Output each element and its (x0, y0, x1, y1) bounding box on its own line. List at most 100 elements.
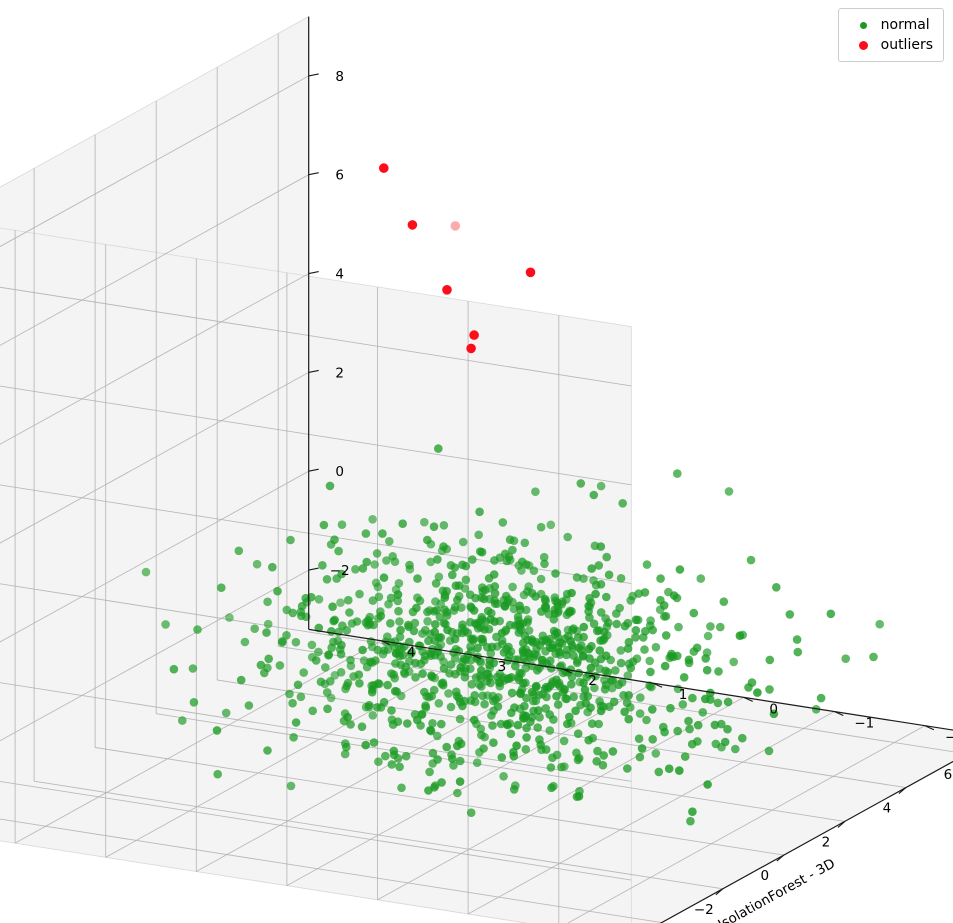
data-point-normal (364, 700, 374, 710)
data-point-normal (379, 697, 389, 707)
data-point-normal (533, 723, 542, 732)
data-point-normal (611, 666, 620, 675)
grid-floor-y (377, 697, 744, 901)
data-point-normal (390, 686, 400, 696)
data-point-normal (490, 596, 500, 605)
data-point-normal (236, 675, 246, 685)
data-point-normal (355, 679, 364, 688)
x-tick-label: 0 (761, 868, 770, 884)
data-point-normal (453, 595, 462, 605)
data-point-normal (589, 619, 599, 629)
data-point-normal (413, 715, 422, 725)
data-point-normal (508, 545, 517, 555)
data-point-normal (584, 735, 593, 745)
data-point-normal (308, 706, 318, 716)
data-point-normal (696, 574, 706, 583)
x-axis-spine (659, 760, 953, 923)
data-point-normal (545, 681, 555, 691)
data-point-normal (513, 720, 523, 730)
data-point-normal (404, 620, 413, 630)
data-point-normal (370, 560, 379, 569)
data-point-normal (744, 683, 753, 692)
data-point-normal (428, 748, 438, 758)
data-point-normal (472, 758, 482, 767)
data-point-normal (458, 620, 467, 629)
data-point-normal (673, 651, 682, 661)
data-point-normal (634, 734, 644, 743)
data-point-normal (816, 693, 826, 703)
z-tick (308, 73, 319, 77)
data-point-normal (516, 625, 526, 635)
z-tick-label: 0 (335, 464, 344, 480)
grid-wall-left-z (0, 372, 309, 544)
data-point-normal (620, 621, 630, 631)
data-point-normal (520, 538, 530, 548)
data-point-normal (489, 738, 498, 747)
data-point-normal (686, 816, 695, 826)
data-point-normal (387, 760, 397, 769)
data-point-normal (336, 598, 345, 607)
data-point-normal (437, 719, 446, 729)
data-point-normal (458, 560, 467, 570)
data-point-normal (508, 582, 517, 592)
data-point-normal (414, 641, 424, 650)
data-point-normal (454, 581, 464, 590)
data-point-normal (590, 683, 599, 693)
data-point-normal (521, 745, 531, 754)
data-point-normal (299, 668, 309, 677)
data-point-normal (540, 594, 550, 604)
legend-item-normal[interactable]: normal (847, 15, 933, 35)
data-point-normal (772, 583, 781, 592)
z-tick-label: −2 (330, 563, 350, 579)
data-point-normal (412, 603, 421, 613)
legend-box[interactable]: normal outliers (837, 8, 944, 62)
data-point-normal (490, 617, 499, 626)
data-point-normal (515, 601, 524, 611)
grid-floor-y (467, 711, 835, 915)
data-point-normal (438, 678, 448, 688)
data-point-normal (507, 688, 517, 698)
data-point-normal (651, 642, 661, 652)
data-point-normal (516, 689, 525, 699)
data-point-normal (396, 660, 406, 670)
y-tick-label: 1 (679, 687, 688, 703)
data-point-normal (576, 479, 586, 488)
data-point-normal (449, 761, 458, 770)
data-point-normal (362, 557, 372, 567)
data-point-normal (616, 646, 626, 655)
grid-wall-back-z (0, 682, 632, 782)
data-point-normal (189, 698, 199, 707)
x-tick (837, 820, 846, 828)
data-point-normal (623, 764, 632, 773)
data-point-normal (616, 574, 626, 583)
data-point-normal (212, 726, 222, 735)
data-point-normal (531, 592, 540, 601)
data-point-normal (474, 530, 484, 540)
x-tick-label: 2 (822, 834, 831, 850)
data-point-normal (343, 712, 353, 722)
data-point-normal (541, 704, 550, 713)
data-point-normal (585, 654, 594, 663)
data-point-normal (440, 605, 449, 614)
z-tick (308, 369, 319, 373)
data-point-normal (450, 634, 460, 644)
data-point-normal (386, 593, 396, 603)
y-axis-spine (308, 628, 953, 731)
data-point-normal (711, 739, 721, 749)
data-point-normal (446, 702, 456, 712)
y-tick (834, 710, 844, 717)
data-point-normal (769, 709, 779, 719)
data-point-normal (439, 664, 449, 673)
data-point-normal (660, 727, 669, 737)
data-point-normal (731, 744, 740, 754)
data-point-normal (579, 574, 588, 583)
data-point-normal (351, 565, 360, 574)
data-point-normal (624, 637, 634, 647)
data-point-normal (608, 747, 618, 756)
data-point-normal (450, 602, 460, 612)
data-point-normal (545, 710, 554, 719)
legend-item-outliers[interactable]: outliers (847, 35, 933, 55)
data-point-normal (587, 719, 597, 728)
